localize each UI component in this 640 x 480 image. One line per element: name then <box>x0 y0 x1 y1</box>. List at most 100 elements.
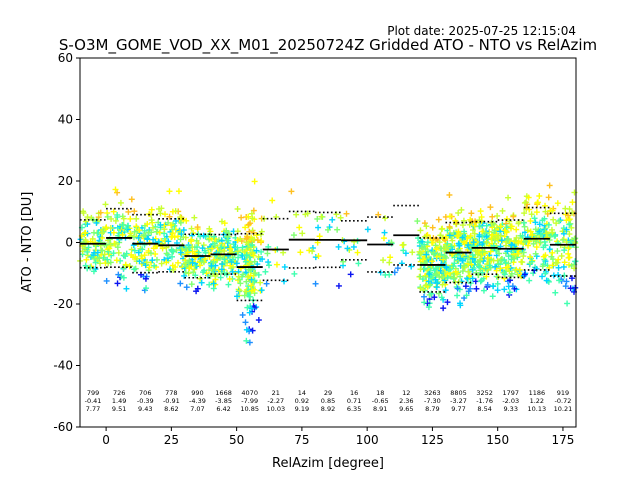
data-point <box>191 214 198 221</box>
data-point <box>175 259 182 266</box>
data-point <box>315 253 322 260</box>
data-point <box>157 210 164 217</box>
bin-stat-label: -0.91 <box>163 397 180 405</box>
bin-stat-label: -3.27 <box>450 397 467 405</box>
data-point <box>550 272 557 279</box>
data-point <box>527 217 534 224</box>
data-point <box>459 268 466 275</box>
data-point <box>463 292 470 299</box>
data-point <box>264 250 271 257</box>
data-point <box>316 233 323 240</box>
data-point <box>148 229 155 236</box>
data-point <box>329 216 336 223</box>
bin-stat-label: 21 <box>272 389 280 397</box>
data-point <box>532 219 539 226</box>
data-point <box>172 217 179 224</box>
data-point <box>99 247 106 254</box>
data-point <box>243 251 250 258</box>
data-point <box>194 224 201 231</box>
data-point <box>243 326 250 333</box>
data-point <box>548 253 555 260</box>
data-point <box>556 218 563 225</box>
data-point <box>542 242 549 249</box>
data-point <box>245 221 252 228</box>
data-point <box>559 237 566 244</box>
data-point <box>487 248 494 255</box>
data-point <box>113 257 120 264</box>
data-point <box>218 266 225 273</box>
data-point <box>460 262 467 269</box>
data-point <box>239 271 246 278</box>
y-tick-label: -40 <box>53 359 73 373</box>
data-point <box>520 249 527 256</box>
data-point <box>198 258 205 265</box>
data-point <box>147 250 154 257</box>
data-point <box>416 251 423 258</box>
data-point <box>125 208 132 215</box>
data-point <box>468 210 475 217</box>
data-point <box>521 271 528 278</box>
bin-stat-label: 1.22 <box>530 397 544 405</box>
data-point <box>165 238 172 245</box>
data-point <box>273 261 280 268</box>
data-point <box>568 275 575 282</box>
bin-stat-label: 9.43 <box>138 405 152 413</box>
data-point <box>193 244 200 251</box>
data-point <box>436 239 443 246</box>
data-point <box>552 289 559 296</box>
data-point <box>442 237 449 244</box>
data-point <box>102 201 109 208</box>
data-point <box>258 238 265 245</box>
data-point <box>350 243 357 250</box>
data-point <box>558 252 565 259</box>
x-tick-label: 150 <box>486 433 509 447</box>
data-point <box>131 266 138 273</box>
data-point <box>334 226 341 233</box>
data-point <box>200 232 207 239</box>
data-point <box>200 242 207 249</box>
data-point <box>505 236 512 243</box>
data-point <box>414 218 421 225</box>
x-tick-label: 100 <box>356 433 379 447</box>
data-point <box>543 277 550 284</box>
data-point <box>343 210 350 217</box>
data-point <box>476 233 483 240</box>
data-point <box>537 239 544 246</box>
data-point <box>436 273 443 280</box>
data-point <box>253 232 260 239</box>
data-point <box>177 219 184 226</box>
data-point <box>235 254 242 261</box>
data-point <box>471 222 478 229</box>
data-point <box>183 217 190 224</box>
data-point <box>462 283 469 290</box>
data-point <box>103 224 110 231</box>
data-point <box>122 261 129 268</box>
data-point <box>121 252 128 259</box>
data-point <box>537 231 544 238</box>
data-point <box>312 280 319 287</box>
data-point <box>266 262 273 269</box>
y-tick-label: -60 <box>53 420 73 434</box>
data-point <box>263 280 270 287</box>
bin-stat-label: 8.54 <box>477 405 491 413</box>
data-point <box>431 294 438 301</box>
data-point <box>281 278 288 285</box>
data-point <box>123 225 130 232</box>
data-point <box>217 254 224 261</box>
data-point <box>464 254 471 261</box>
data-point <box>188 281 195 288</box>
data-point <box>375 211 382 218</box>
data-point <box>246 339 253 346</box>
data-point <box>233 260 240 267</box>
bin-stat-label: 4070 <box>241 389 258 397</box>
data-point <box>133 215 140 222</box>
bin-stat-label: 8.79 <box>425 405 439 413</box>
data-point <box>435 290 442 297</box>
x-axis: 0 25 50 75 100 125 150 175 <box>102 427 574 447</box>
data-point <box>128 246 135 253</box>
data-point <box>84 214 91 221</box>
bin-stat-label: -7.30 <box>424 397 441 405</box>
data-point <box>529 232 536 239</box>
data-point <box>508 241 515 248</box>
data-point <box>549 249 556 256</box>
